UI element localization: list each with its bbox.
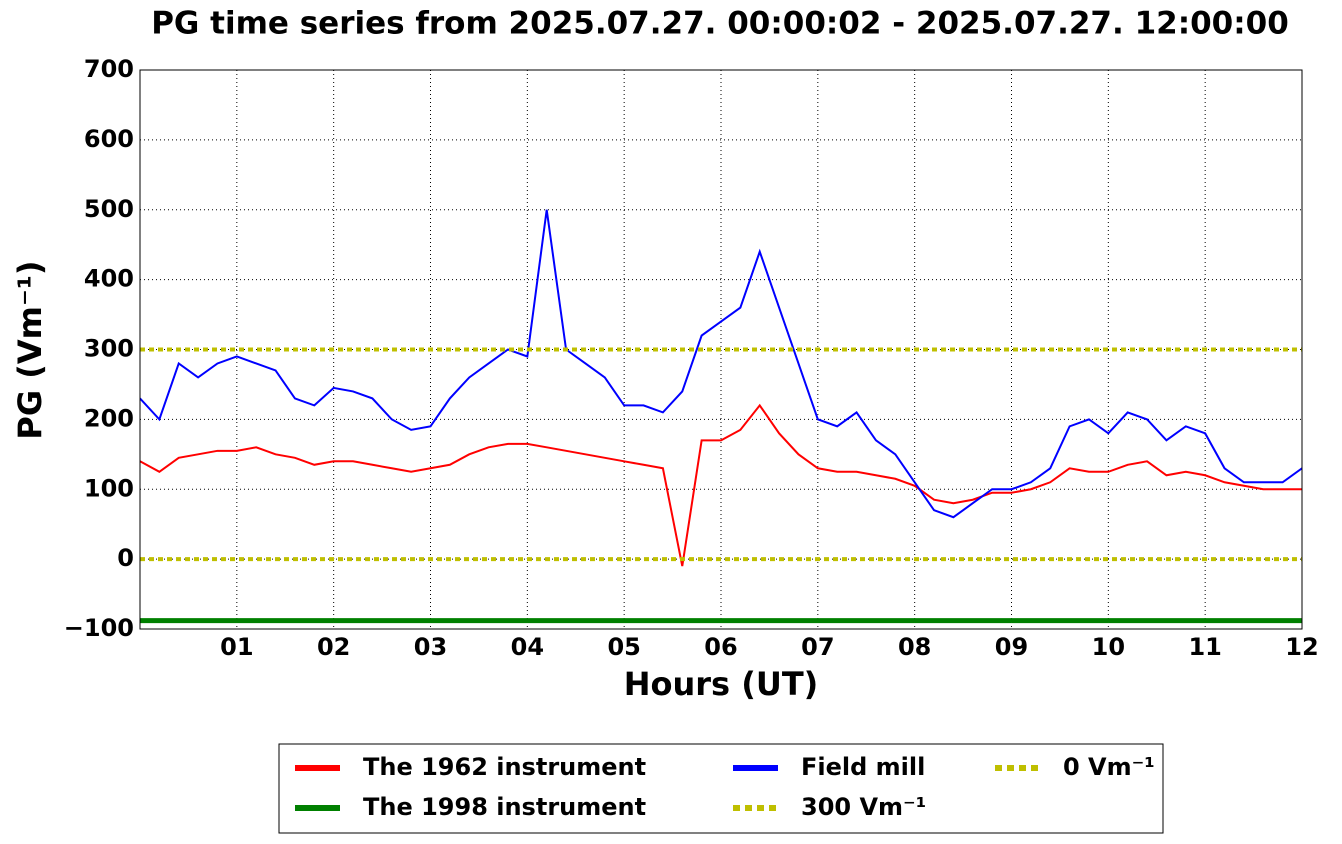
x-tick-label: 07 — [801, 633, 834, 661]
x-tick-label: 02 — [317, 633, 350, 661]
y-tick-label: 100 — [84, 474, 134, 502]
x-tick-label: 10 — [1092, 633, 1125, 661]
legend-label: The 1998 instrument — [363, 793, 646, 821]
y-tick-label: −100 — [64, 614, 134, 642]
y-tick-label: 500 — [84, 195, 134, 223]
legend-box — [278, 743, 1164, 834]
y-axis-label: PG (Vm⁻¹) — [11, 260, 49, 439]
legend-label: Field mill — [801, 753, 925, 781]
legend-label: 0 Vm⁻¹ — [1063, 753, 1155, 781]
plot-frame — [139, 69, 1303, 630]
x-tick-label: 09 — [995, 633, 1028, 661]
y-tick-label: 0 — [117, 544, 134, 572]
x-tick-label: 04 — [511, 633, 544, 661]
chart-title: PG time series from 2025.07.27. 00:00:02… — [151, 6, 1289, 42]
legend-label: 300 Vm⁻¹ — [801, 793, 926, 821]
y-tick-label: 300 — [84, 335, 134, 363]
x-tick-label: 12 — [1285, 633, 1318, 661]
x-tick-label: 05 — [607, 633, 640, 661]
legend-label: The 1962 instrument — [363, 753, 646, 781]
x-tick-label: 01 — [220, 633, 253, 661]
x-axis-label: Hours (UT) — [624, 665, 819, 703]
x-tick-label: 03 — [414, 633, 447, 661]
x-tick-label: 11 — [1188, 633, 1221, 661]
x-tick-label: 08 — [898, 633, 931, 661]
series-line — [140, 209, 1302, 519]
y-tick-label: 200 — [84, 404, 134, 432]
x-tick-label: 06 — [704, 633, 737, 661]
y-tick-label: 700 — [84, 55, 134, 83]
y-tick-label: 400 — [84, 265, 134, 293]
series-line — [140, 403, 1302, 567]
y-tick-label: 600 — [84, 125, 134, 153]
